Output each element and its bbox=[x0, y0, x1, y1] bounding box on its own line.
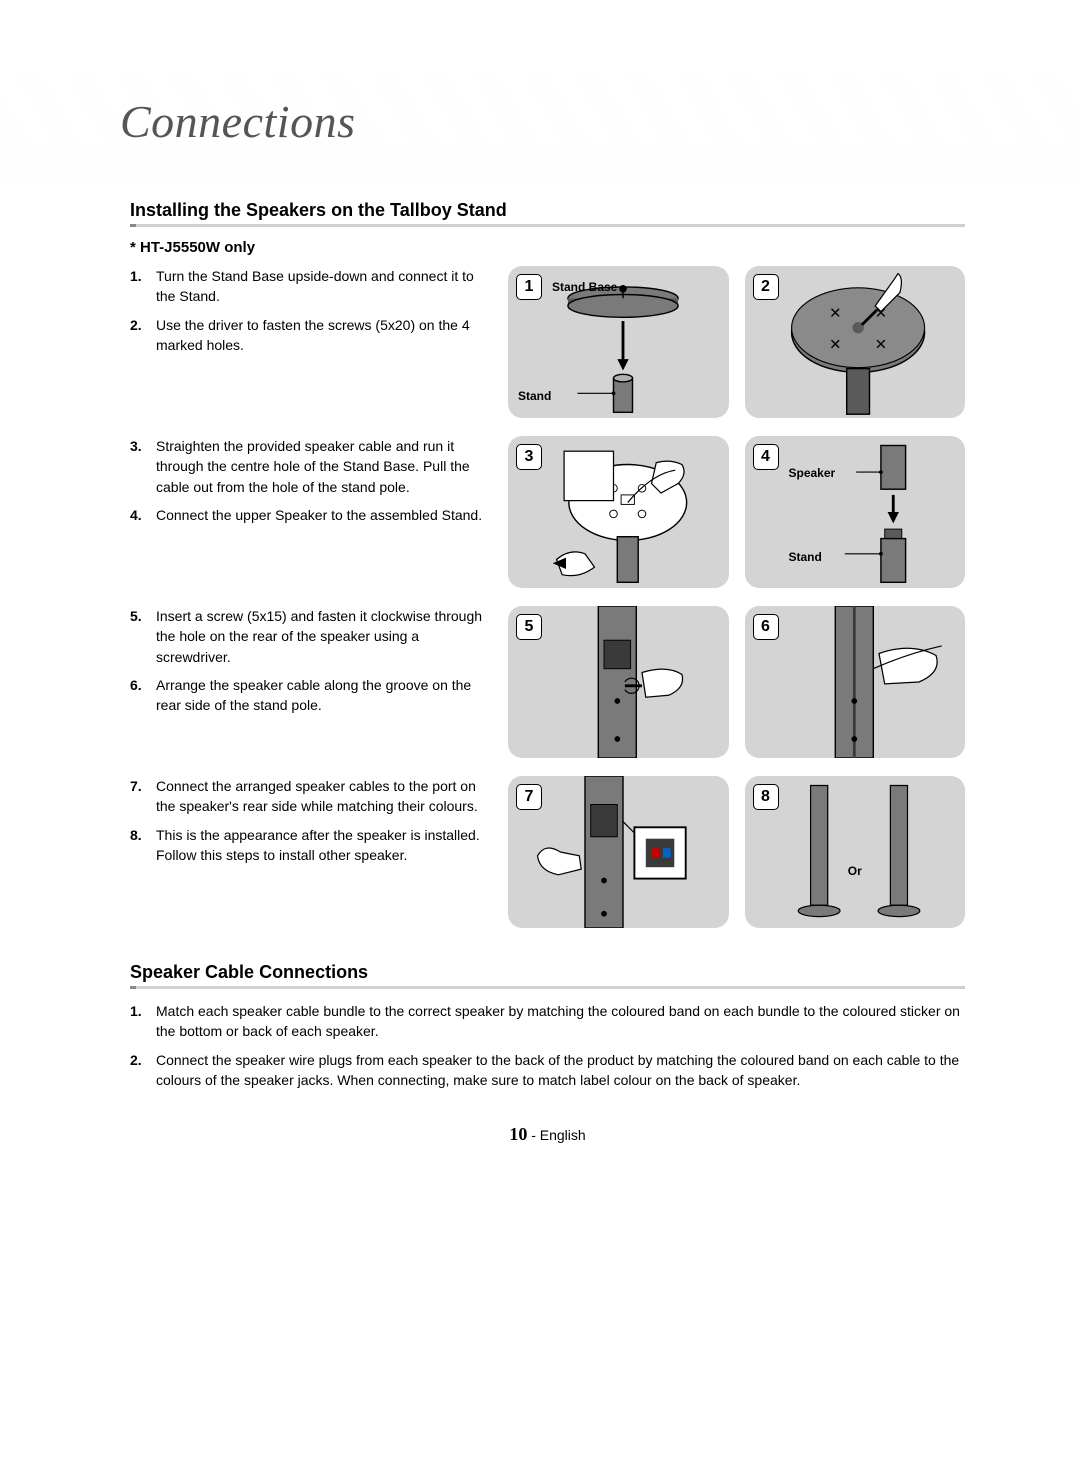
model-note: * HT-J5550W only bbox=[130, 239, 965, 256]
fig-1: 1 bbox=[508, 266, 729, 418]
steps-7-8: 7.Connect the arranged speaker cables to… bbox=[130, 776, 486, 873]
step-num: 4. bbox=[130, 505, 156, 525]
page-footer: 10 - English bbox=[130, 1124, 965, 1145]
fig8-illustration bbox=[745, 776, 966, 928]
section1-heading: Installing the Speakers on the Tallboy S… bbox=[130, 200, 965, 225]
step-text: Connect the upper Speaker to the assembl… bbox=[156, 505, 486, 525]
fig-8: 8 Or bbox=[745, 776, 966, 928]
page-number: 10 bbox=[509, 1124, 527, 1144]
step-num: 6. bbox=[130, 675, 156, 716]
fig-3: 3 bbox=[508, 436, 729, 588]
fig4-illustration bbox=[745, 436, 966, 588]
page-content: Installing the Speakers on the Tallboy S… bbox=[0, 180, 1080, 1145]
step-text: Arrange the speaker cable along the groo… bbox=[156, 675, 486, 716]
step-text: Turn the Stand Base upside-down and conn… bbox=[156, 266, 486, 307]
label-stand: Stand bbox=[789, 550, 822, 564]
step-text: Use the driver to fasten the screws (5x2… bbox=[156, 315, 486, 356]
manual-page: Connections Installing the Speakers on t… bbox=[0, 0, 1080, 1185]
header-band: Connections bbox=[0, 0, 1080, 180]
step-num: 1. bbox=[130, 266, 156, 307]
page-title: Connections bbox=[120, 95, 1080, 148]
fig-5: 5 bbox=[508, 606, 729, 758]
fig-4: 4 Speaker Stand bbox=[745, 436, 966, 588]
step-text: Connect the speaker wire plugs from each… bbox=[156, 1050, 965, 1091]
label-stand-base: Stand Base bbox=[552, 280, 617, 294]
figs-5-6: 5 6 bbox=[508, 606, 965, 758]
label-speaker: Speaker bbox=[789, 466, 836, 480]
step-text: Connect the arranged speaker cables to t… bbox=[156, 776, 486, 817]
steps-1-2: 1.Turn the Stand Base upside-down and co… bbox=[130, 266, 486, 363]
label-stand: Stand bbox=[518, 389, 551, 403]
fig6-illustration bbox=[745, 606, 966, 758]
row-2: 3.Straighten the provided speaker cable … bbox=[130, 436, 965, 588]
figs-7-8: 7 bbox=[508, 776, 965, 928]
fig7-illustration bbox=[508, 776, 729, 928]
step-num: 3. bbox=[130, 436, 156, 497]
fig3-illustration bbox=[508, 436, 729, 588]
fig2-illustration bbox=[745, 266, 966, 418]
section2: Speaker Cable Connections 1.Match each s… bbox=[130, 962, 965, 1090]
step-num: 2. bbox=[130, 1050, 156, 1091]
step-num: 7. bbox=[130, 776, 156, 817]
step-num: 8. bbox=[130, 825, 156, 866]
row-4: 7.Connect the arranged speaker cables to… bbox=[130, 776, 965, 928]
section2-heading: Speaker Cable Connections bbox=[130, 962, 965, 987]
fig5-illustration bbox=[508, 606, 729, 758]
step-num: 2. bbox=[130, 315, 156, 356]
page-language: - English bbox=[527, 1127, 585, 1143]
label-or: Or bbox=[848, 864, 862, 878]
steps-5-6: 5.Insert a screw (5x15) and fasten it cl… bbox=[130, 606, 486, 723]
row-1: 1.Turn the Stand Base upside-down and co… bbox=[130, 266, 965, 418]
row-3: 5.Insert a screw (5x15) and fasten it cl… bbox=[130, 606, 965, 758]
steps-3-4: 3.Straighten the provided speaker cable … bbox=[130, 436, 486, 533]
step-num: 1. bbox=[130, 1001, 156, 1042]
section2-steps: 1.Match each speaker cable bundle to the… bbox=[130, 1001, 965, 1090]
fig-7: 7 bbox=[508, 776, 729, 928]
step-num: 5. bbox=[130, 606, 156, 667]
fig-2: 2 bbox=[745, 266, 966, 418]
step-text: This is the appearance after the speaker… bbox=[156, 825, 486, 866]
figs-3-4: 3 bbox=[508, 436, 965, 588]
step-text: Insert a screw (5x15) and fasten it cloc… bbox=[156, 606, 486, 667]
step-text: Straighten the provided speaker cable an… bbox=[156, 436, 486, 497]
fig-6: 6 bbox=[745, 606, 966, 758]
figs-1-2: 1 bbox=[508, 266, 965, 418]
step-text: Match each speaker cable bundle to the c… bbox=[156, 1001, 965, 1042]
